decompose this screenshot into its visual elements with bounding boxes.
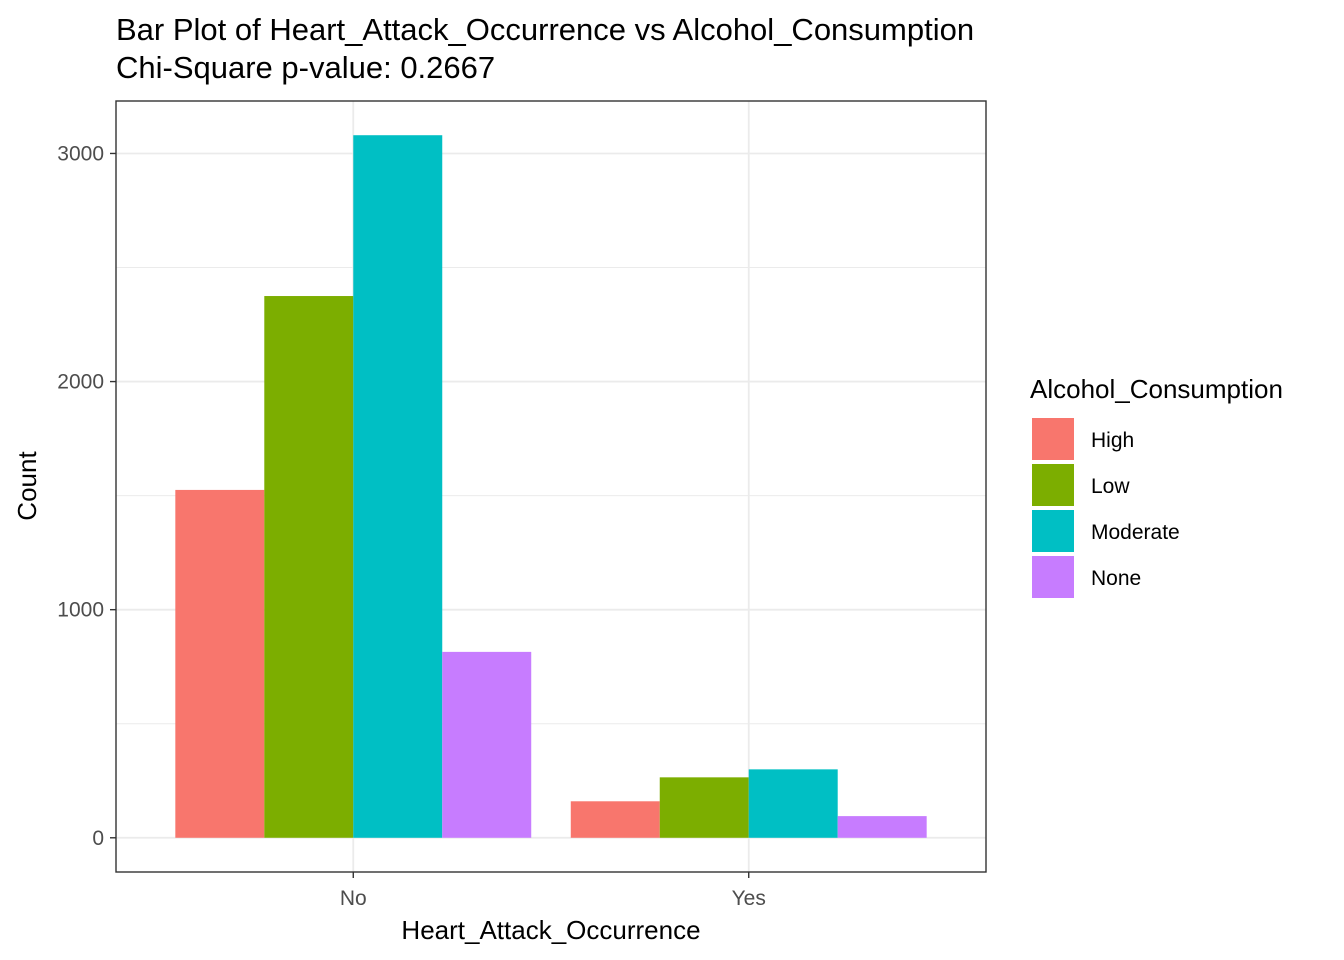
bar-no-low bbox=[264, 296, 354, 838]
legend-key-none bbox=[1032, 556, 1074, 598]
legend-label-low: Low bbox=[1091, 475, 1130, 498]
legend-title: Alcohol_Consumption bbox=[1030, 374, 1283, 404]
y-tick-label: 2000 bbox=[57, 371, 104, 394]
chart-subtitle: Chi-Square p-value: 0.2667 bbox=[116, 50, 495, 85]
legend-key-moderate bbox=[1032, 510, 1074, 552]
legend-label-none: None bbox=[1091, 567, 1141, 590]
legend-label-moderate: Moderate bbox=[1091, 521, 1180, 544]
y-tick-label: 0 bbox=[92, 827, 104, 850]
bar-yes-moderate bbox=[748, 769, 838, 838]
x-tick-label: No bbox=[340, 887, 367, 910]
y-tick-label: 3000 bbox=[57, 142, 104, 165]
chart-title: Bar Plot of Heart_Attack_Occurrence vs A… bbox=[116, 12, 974, 47]
bar-no-none bbox=[442, 651, 532, 838]
legend-label-high: High bbox=[1091, 429, 1134, 452]
bar-no-moderate bbox=[353, 135, 443, 838]
legend-key-low bbox=[1032, 464, 1074, 506]
legend: Alcohol_Consumption High Low Moderate None bbox=[1030, 374, 1283, 598]
x-tick-label: Yes bbox=[732, 887, 766, 910]
bars-group bbox=[175, 135, 927, 838]
bar-yes-none bbox=[837, 816, 927, 838]
plot-panel-border bbox=[115, 100, 987, 873]
bar-yes-high bbox=[570, 801, 660, 838]
y-axis: 0 1000 2000 3000 bbox=[57, 142, 116, 850]
bar-yes-low bbox=[659, 777, 749, 838]
y-axis-title: Count bbox=[12, 451, 42, 521]
x-axis-title: Heart_Attack_Occurrence bbox=[401, 915, 700, 945]
legend-key-high bbox=[1032, 418, 1074, 460]
x-axis: No Yes bbox=[340, 872, 766, 910]
bar-no-high bbox=[175, 489, 265, 838]
y-tick-label: 1000 bbox=[57, 599, 104, 622]
